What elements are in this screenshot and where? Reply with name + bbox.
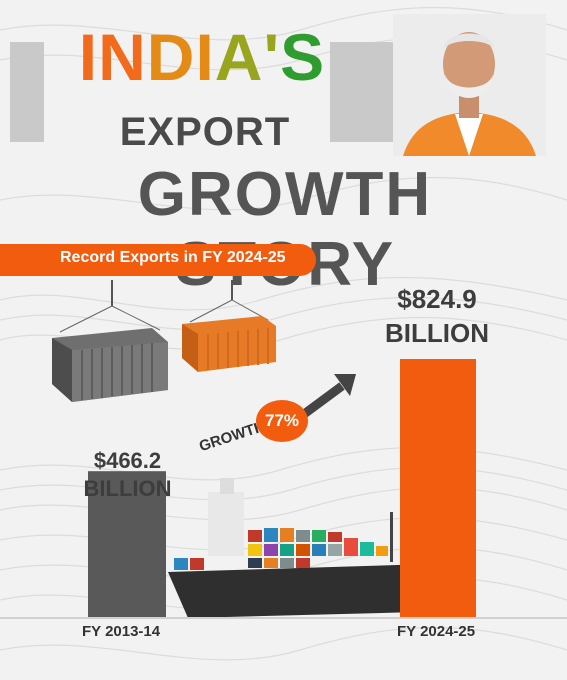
title-part-2: DI [146, 20, 215, 94]
bar-2013-14 [88, 471, 166, 617]
cargo-ship-illustration [168, 478, 430, 618]
growth-percent-badge: 77% [256, 400, 308, 442]
gray-block-left [10, 42, 44, 142]
title-part-1: IN [78, 20, 147, 94]
orange-container-icon [182, 280, 276, 372]
bar-2024-25 [400, 359, 476, 617]
bar-value-label-2024-25: $824.9 BILLION [372, 282, 502, 350]
value-unit: BILLION [385, 318, 489, 348]
x-tick-label-2024-25: FY 2024-25 [397, 623, 476, 640]
shipping-containers-illustration [52, 280, 276, 402]
title-part-4: S [280, 20, 326, 94]
x-axis-line [0, 617, 567, 619]
value-amount: $824.9 [397, 284, 477, 314]
value-amount: $466.2 [93, 448, 162, 473]
subtitle-ribbon [0, 244, 316, 276]
subtitle-text: Record Exports in FY 2024-25 [60, 249, 286, 266]
bar-value-label-2013-14: $466.2 BILLION [70, 447, 185, 503]
x-tick-label-2013-14: FY 2013-14 [82, 623, 161, 640]
title-line-1: INDIA'S [72, 22, 332, 92]
title-line-2: EXPORT [119, 110, 291, 154]
value-unit: BILLION [83, 476, 172, 501]
gray-container-icon [52, 280, 168, 402]
title-part-3: A' [214, 20, 281, 94]
portrait-photo [393, 14, 546, 156]
